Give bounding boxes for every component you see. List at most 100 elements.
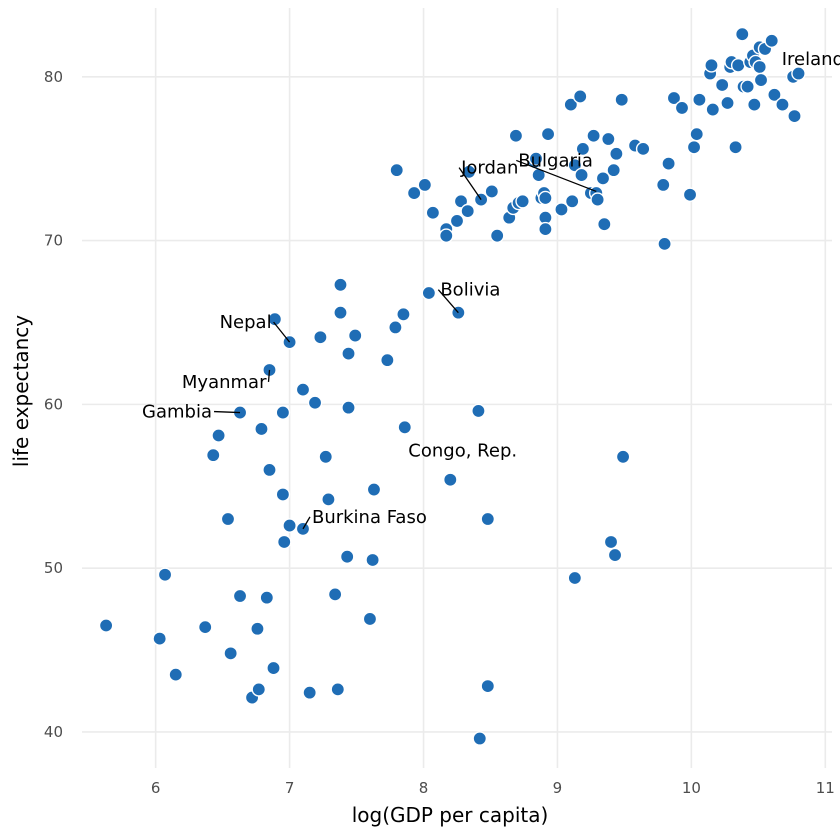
- data-point: [595, 171, 611, 186]
- grid: [82, 8, 832, 768]
- y-tick-label: 80: [44, 68, 63, 86]
- data-point: [655, 177, 671, 193]
- data-point: [564, 193, 580, 209]
- data-point: [563, 97, 579, 112]
- data-point: [275, 487, 291, 502]
- data-point: [157, 567, 173, 583]
- data-point: [609, 146, 624, 162]
- data-point: [460, 203, 476, 219]
- annotation-label: Congo, Rep.: [408, 441, 517, 462]
- data-point: [607, 547, 623, 563]
- x-tick-label: 7: [285, 779, 295, 797]
- data-point: [471, 403, 486, 419]
- data-point: [575, 141, 591, 157]
- data-point: [302, 685, 317, 700]
- data-point: [740, 79, 755, 94]
- data-point: [508, 128, 524, 144]
- data-point: [538, 221, 553, 237]
- data-point: [389, 162, 405, 178]
- data-point: [714, 77, 730, 93]
- tick-labels: 6 7 8 9 10 11 40 50 60 70 80: [44, 68, 835, 797]
- data-point: [232, 588, 248, 604]
- data-point: [262, 462, 277, 478]
- data-point: [586, 128, 601, 144]
- x-tick-label: 6: [151, 779, 161, 797]
- annotation-label: Nepal: [220, 312, 272, 333]
- data-point: [330, 682, 346, 697]
- data-point: [489, 228, 505, 243]
- data-point: [98, 618, 114, 633]
- data-point: [674, 100, 690, 116]
- data-point: [752, 59, 767, 75]
- data-point: [528, 151, 544, 166]
- data-point: [791, 66, 806, 81]
- data-point: [388, 320, 403, 335]
- x-axis-title: log(GDP per capita): [352, 803, 549, 827]
- data-point: [682, 187, 698, 203]
- annotation-label: Bulgaria: [518, 150, 593, 171]
- data-point: [567, 570, 583, 586]
- data-point: [666, 90, 682, 106]
- data-point: [775, 97, 790, 112]
- data-point: [472, 731, 488, 746]
- data-point: [266, 660, 281, 676]
- data-point: [601, 131, 616, 147]
- data-point: [686, 139, 702, 155]
- y-tick-label: 60: [44, 395, 63, 413]
- annotations: Ireland Jordan Bulgaria Bolivia Nepal Myanmar…: [142, 49, 840, 530]
- data-point: [704, 58, 719, 73]
- data-point: [220, 511, 236, 527]
- data-point: [152, 631, 167, 646]
- data-point: [689, 126, 705, 142]
- data-point: [365, 552, 380, 568]
- annotation-leader-line: [273, 321, 291, 343]
- data-point: [787, 108, 802, 124]
- data-point: [425, 205, 441, 221]
- x-tick-label: 11: [816, 779, 835, 797]
- data-point: [515, 193, 530, 209]
- x-tick-label: 8: [419, 779, 429, 797]
- data-point: [341, 400, 356, 415]
- data-point: [538, 190, 553, 206]
- data-point: [657, 236, 672, 252]
- data-point: [321, 492, 336, 507]
- data-point: [635, 141, 651, 157]
- data-point: [606, 162, 621, 178]
- data-point: [251, 682, 267, 697]
- data-point: [197, 619, 213, 635]
- data-point: [223, 646, 238, 661]
- annotation-leader-line: [214, 410, 241, 414]
- data-point: [540, 126, 556, 142]
- data-point: [366, 482, 382, 497]
- annotation-label: Bolivia: [440, 280, 500, 301]
- data-point: [417, 177, 433, 193]
- data-point: [362, 611, 378, 627]
- data-point: [728, 139, 743, 155]
- data-point: [282, 518, 297, 533]
- data-point: [276, 534, 292, 550]
- data-point: [764, 33, 780, 49]
- annotation-leader-line: [302, 516, 311, 530]
- data-point: [327, 587, 343, 602]
- data-point: [380, 352, 395, 368]
- data-point: [168, 667, 184, 682]
- x-tick-label: 10: [682, 779, 701, 797]
- data-point: [574, 167, 589, 183]
- y-axis-title: life expectancy: [9, 315, 33, 467]
- data-point: [705, 102, 721, 117]
- y-tick-label: 70: [44, 232, 63, 250]
- data-point: [333, 277, 348, 293]
- data-point: [341, 346, 356, 361]
- data-point: [572, 89, 588, 104]
- data-point: [554, 202, 569, 217]
- data-point: [720, 95, 735, 111]
- data-point: [590, 192, 605, 207]
- data-point: [267, 311, 283, 327]
- annotation-label: Ireland: [782, 49, 840, 70]
- annotation-label: Gambia: [142, 402, 212, 423]
- data-point: [597, 216, 612, 232]
- data-point: [259, 590, 275, 605]
- data-point: [397, 420, 413, 435]
- data-point: [307, 395, 323, 411]
